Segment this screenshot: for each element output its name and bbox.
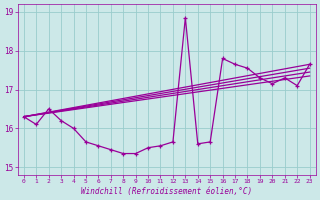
X-axis label: Windchill (Refroidissement éolien,°C): Windchill (Refroidissement éolien,°C) (81, 187, 252, 196)
